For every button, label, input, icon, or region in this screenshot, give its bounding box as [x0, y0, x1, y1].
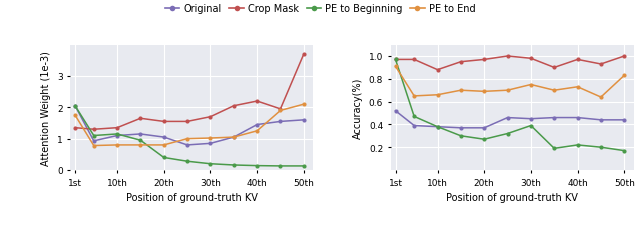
- X-axis label: Position of ground-truth KV: Position of ground-truth KV: [446, 192, 578, 202]
- X-axis label: Position of ground-truth KV: Position of ground-truth KV: [126, 192, 258, 202]
- Y-axis label: Attention Weight (1e-3): Attention Weight (1e-3): [42, 51, 51, 165]
- Y-axis label: Accuracy(%): Accuracy(%): [353, 77, 364, 138]
- Legend: Original, Crop Mask, PE to Beginning, PE to End: Original, Crop Mask, PE to Beginning, PE…: [161, 0, 479, 18]
